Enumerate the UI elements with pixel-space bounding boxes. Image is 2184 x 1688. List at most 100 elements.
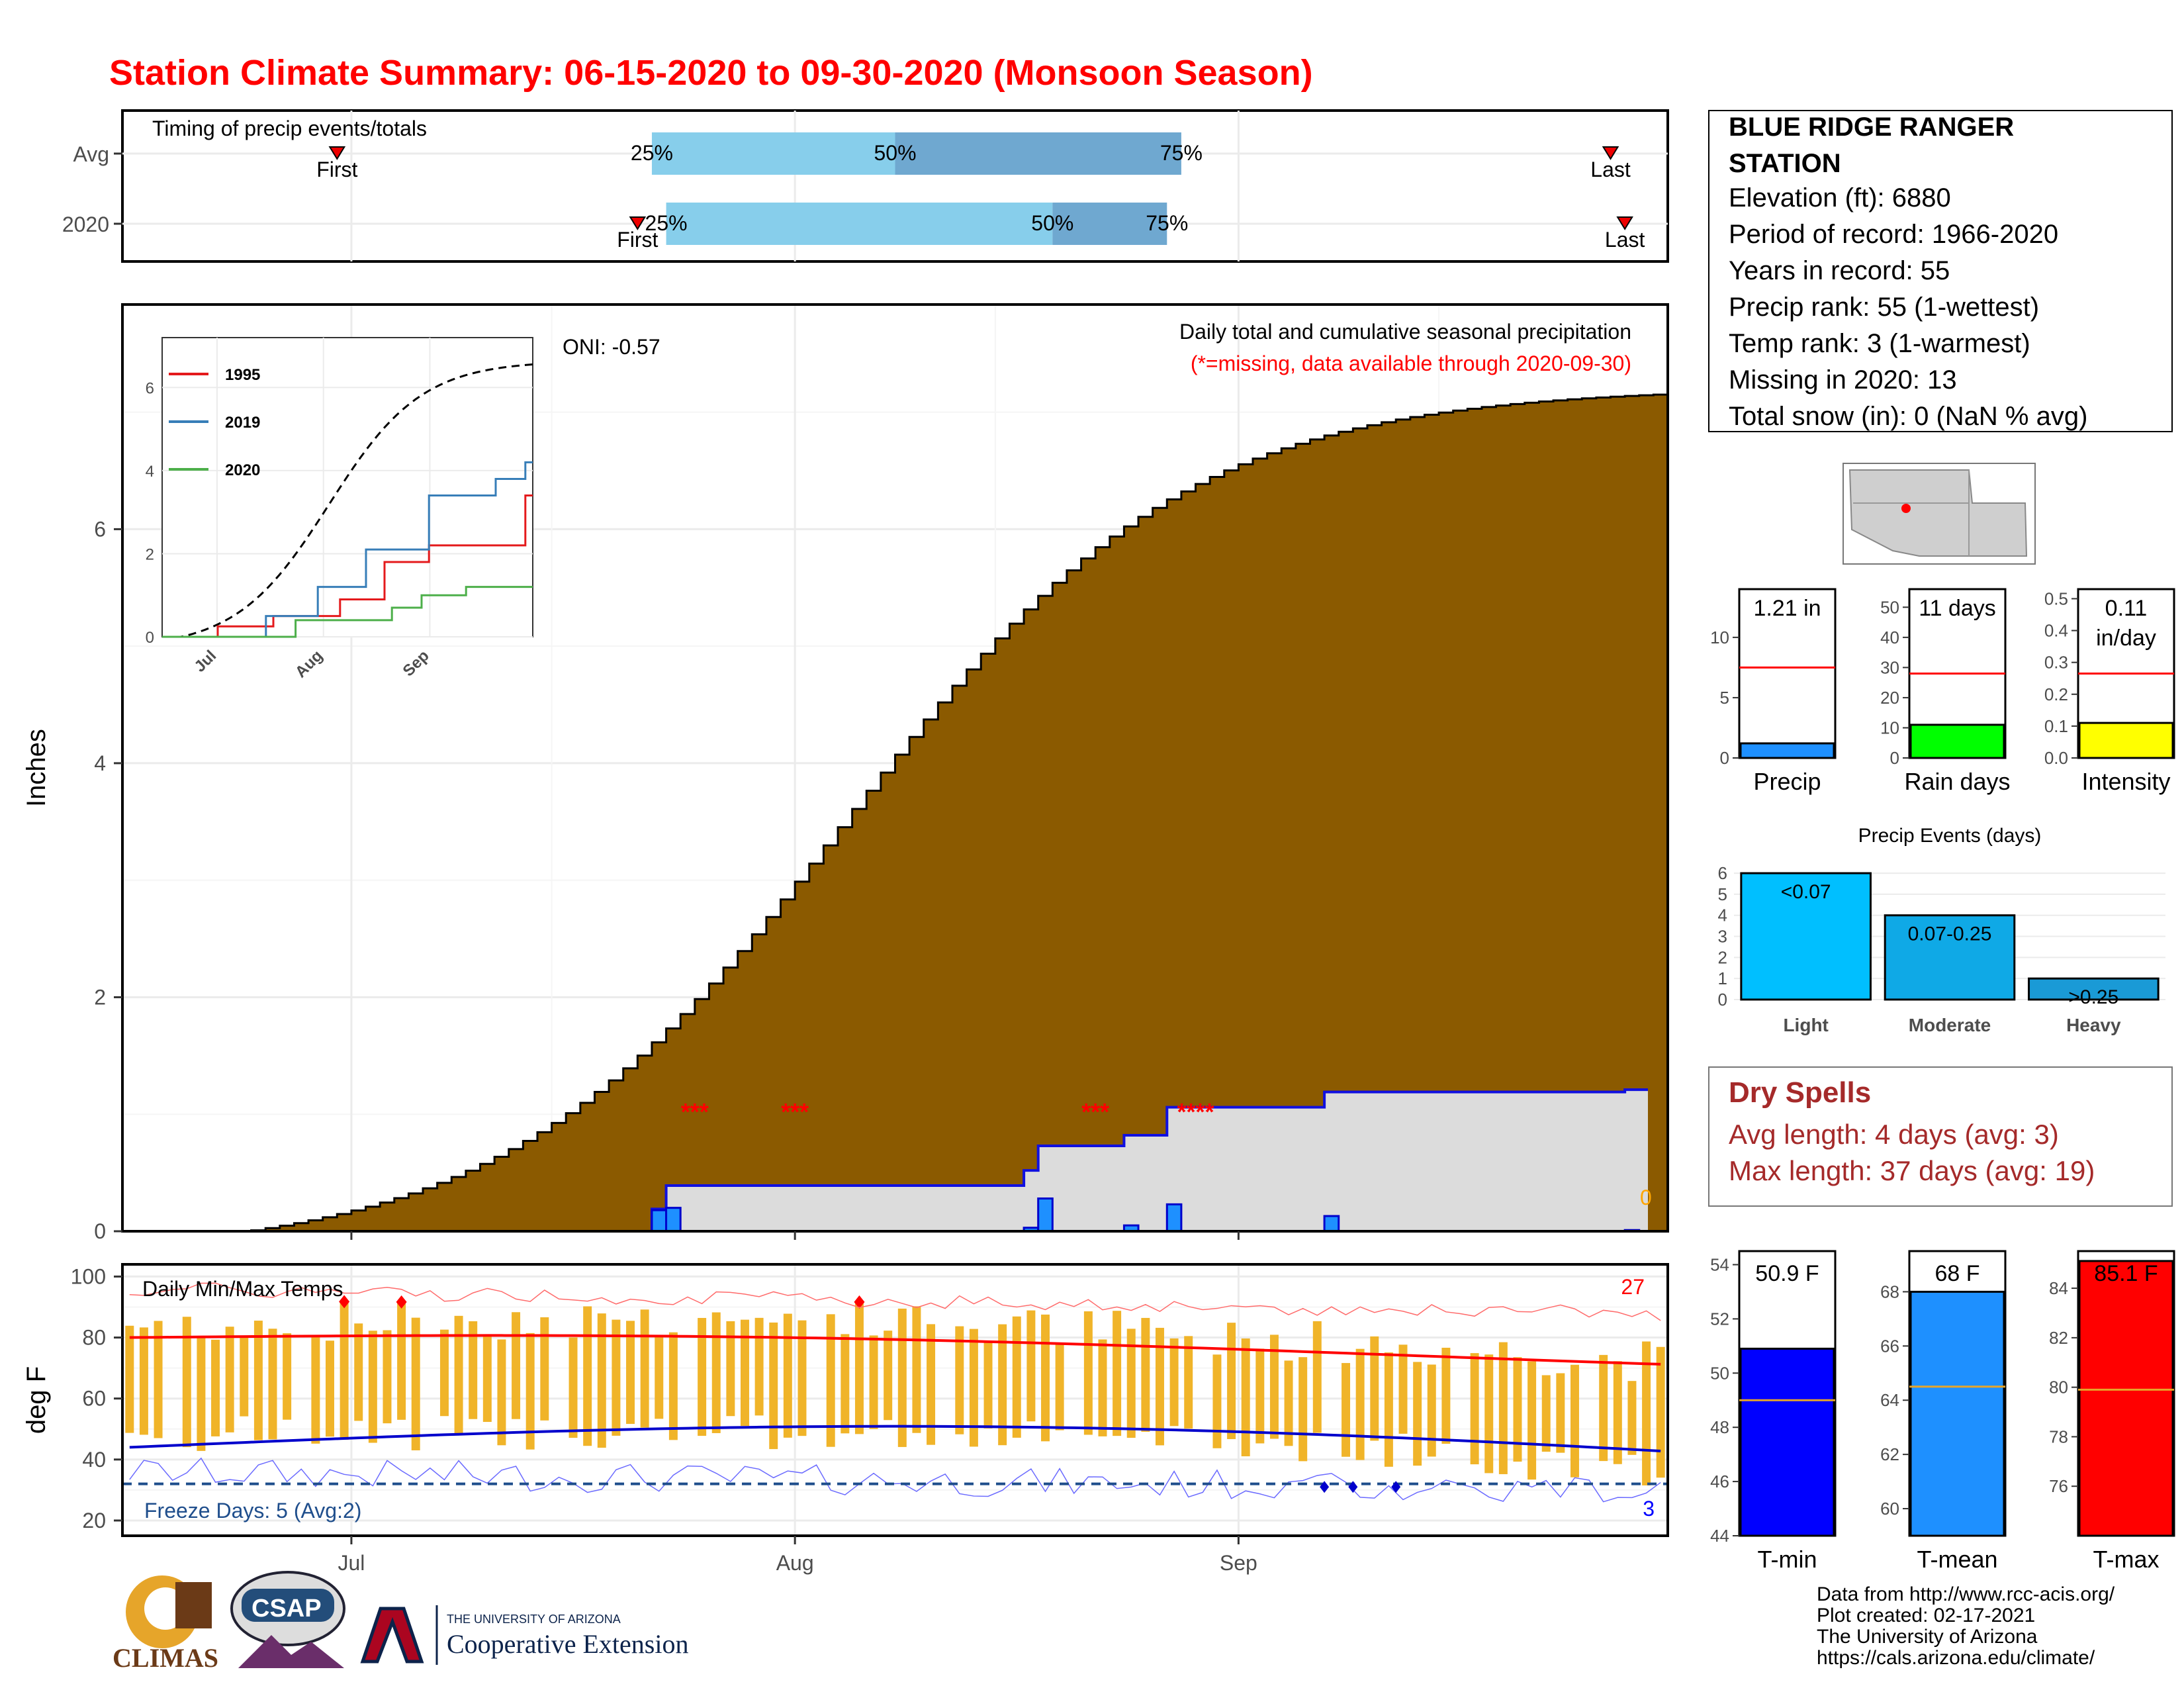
freeze-days: Freeze Days: 5 (Avg:2)	[144, 1499, 361, 1523]
summary-ytick-label: 10	[1710, 628, 1729, 647]
p50-label: 50%	[874, 141, 916, 165]
temp-xtick-label: Jul	[338, 1551, 365, 1575]
daily-temp-range-bar	[897, 1308, 907, 1447]
inset-average-line	[162, 363, 533, 638]
event-category: Heavy	[2066, 1015, 2121, 1035]
credit-data-source: Data from http://www.rcc-acis.org/	[1817, 1583, 2115, 1605]
timing-bar-25-50	[651, 132, 895, 175]
events-ytick-label: 1	[1718, 968, 1727, 988]
daily-temp-range-bar	[1212, 1354, 1222, 1448]
temp-name: T-max	[2093, 1546, 2159, 1573]
daily-temp-range-bar	[340, 1301, 349, 1440]
daily-temp-range-bar	[211, 1339, 220, 1436]
inset-frame	[161, 337, 533, 637]
daily-temp-range-bar	[1527, 1361, 1537, 1480]
daily-temp-range-bar	[1556, 1373, 1565, 1453]
temp-bar-ytick-label: 64	[1880, 1390, 1899, 1410]
daily-temp-range-bar	[311, 1336, 320, 1444]
daily-temp-range-bar	[612, 1319, 621, 1436]
daily-temp-range-bar	[125, 1325, 134, 1433]
daily-temp-range-bar	[1098, 1339, 1107, 1436]
daily-temp-range-bar	[240, 1336, 249, 1417]
inset-ytick-label: 4	[146, 463, 154, 481]
daily-temp-range-bar	[139, 1327, 148, 1435]
precip-caption: Daily total and cumulative seasonal prec…	[1179, 320, 1631, 344]
first-event-marker	[328, 146, 346, 160]
inset-legend-label: 1995	[225, 366, 260, 384]
station-years: Years in record: 55	[1729, 256, 1950, 285]
daily-temp-range-bar	[1355, 1348, 1365, 1460]
last-event-marker	[1616, 216, 1633, 230]
daily-temp-range-bar	[469, 1321, 478, 1419]
credit-plot-created: Plot created: 02-17-2021	[1817, 1605, 2035, 1626]
temp-chart-t-mean: 60 62 64 66 68 68 F T-mean	[1880, 1250, 2007, 1573]
daily-precip-bar	[1323, 1215, 1340, 1233]
precip-ytick-label: 4	[94, 751, 106, 775]
summary-value: 0.11	[2105, 596, 2148, 621]
daily-temp-range-bar	[1255, 1348, 1265, 1444]
station-name-line2: STATION	[1729, 149, 1841, 178]
temp-bar-ytick-label: 60	[1880, 1499, 1899, 1519]
daily-temp-range-bar	[741, 1319, 749, 1427]
daily-temp-range-bar	[640, 1309, 649, 1428]
first-label: First	[617, 228, 658, 252]
daily-temp-range-bar	[797, 1320, 807, 1436]
daily-temp-range-bar	[525, 1333, 535, 1450]
events-title: Precip Events (days)	[1858, 825, 2042, 847]
daily-temp-range-bar	[497, 1339, 506, 1446]
daily-temp-range-bar	[569, 1337, 578, 1438]
avg-cumulative-area	[122, 393, 1669, 1233]
daily-temp-range-bar	[1113, 1311, 1122, 1436]
daily-temp-range-bar	[1370, 1336, 1379, 1441]
missing-data-marker: ****	[1177, 1098, 1214, 1125]
daily-temp-range-bar	[783, 1313, 792, 1438]
station-precip-rank: Precip rank: 55 (1-wettest)	[1729, 293, 2039, 322]
daily-temp-range-bar	[439, 1329, 449, 1417]
daily-temp-range-bar	[955, 1326, 964, 1434]
daily-temp-range-bar	[454, 1315, 463, 1435]
daily-temp-range-bar	[769, 1322, 778, 1450]
observed-cumulative-line	[650, 1088, 1648, 1231]
cold-day-count: 3	[1643, 1497, 1655, 1521]
daily-temp-range-bar	[1055, 1343, 1064, 1430]
daily-precip-bar	[651, 1209, 668, 1233]
daily-temp-range-bar	[1599, 1354, 1608, 1462]
avg-min-line	[129, 1425, 1661, 1453]
p75-label: 75%	[1146, 211, 1188, 235]
temp-chart-t-max: 76 78 80 82 84 85.1 F T-max	[2049, 1250, 2175, 1573]
summary-bar	[1909, 724, 2005, 759]
missing-data-marker: ***	[781, 1098, 809, 1125]
daily-precip-bar	[1037, 1197, 1054, 1233]
ua-small-text: THE UNIVERSITY OF ARIZONA	[447, 1613, 621, 1626]
zero-snow-label: 0	[1640, 1186, 1652, 1209]
climas-text: CLIMAS	[113, 1643, 218, 1673]
first-label: First	[316, 158, 357, 181]
timing-panel: Timing of precip events/totals Avg First L…	[62, 109, 1669, 263]
last-event-marker	[1602, 146, 1619, 160]
daily-temp-range-bar	[411, 1317, 420, 1450]
summary-chart-precip: 0 5 10 1.21 in Precip	[1710, 588, 1837, 795]
daily-temp-range-bar	[1470, 1353, 1479, 1465]
daily-temp-range-bar	[711, 1312, 721, 1433]
dry-spells-avg: Avg length: 4 days (avg: 3)	[1729, 1119, 2059, 1150]
daily-temp-range-bar	[1269, 1335, 1279, 1439]
temp-bar-ytick-label: 62	[1880, 1444, 1899, 1464]
dry-spells-box: Dry Spells Avg length: 4 days (avg: 3) M…	[1708, 1066, 2173, 1207]
daily-temp-range-bar	[1656, 1346, 1665, 1478]
summary-bar	[1739, 742, 1835, 759]
summary-ytick-label: 30	[1880, 657, 1899, 677]
inset-legend-label: 2019	[225, 414, 260, 432]
summary-ytick-label: 0.1	[2044, 716, 2068, 736]
summary-name: Precip	[1753, 768, 1821, 795]
daily-temp-range-bar	[841, 1334, 850, 1434]
temp-value: 68 F	[1934, 1261, 1979, 1286]
oni-value: ONI: -0.57	[563, 335, 660, 359]
daily-temp-range-bar	[1083, 1311, 1093, 1435]
daily-temp-range-bar	[1298, 1357, 1308, 1462]
inset-ytick-label: 2	[146, 545, 154, 563]
page-title: Station Climate Summary: 06-15-2020 to 0…	[109, 53, 1313, 93]
record-high-marker	[339, 1295, 350, 1309]
daily-temp-range-bar	[1342, 1363, 1351, 1457]
precip-panel: *** *** *** **** Daily total and cumulative…	[22, 303, 1669, 1243]
